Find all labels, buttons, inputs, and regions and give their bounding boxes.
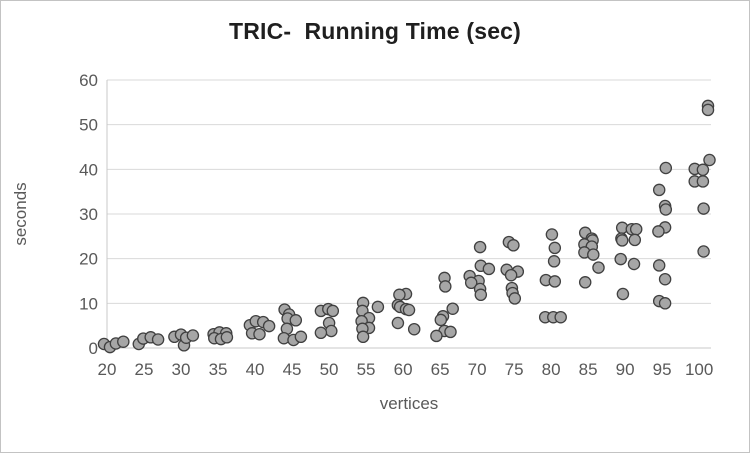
data-point [628,233,642,247]
data-point [652,183,666,197]
data-point [504,268,518,282]
data-point [697,245,710,258]
data-point [262,319,276,333]
data-point [592,261,605,274]
data-point [325,324,338,338]
x-tick-label-20: 20 [98,360,117,379]
data-point [652,225,665,238]
data-point [464,276,478,290]
data-point [548,241,562,255]
data-point [356,330,370,344]
data-point [696,163,710,177]
data-point [658,297,672,310]
data-point [548,275,562,288]
x-tick-label-85: 85 [579,360,598,379]
x-tick-label-50: 50 [320,360,339,379]
data-point [434,313,448,327]
x-axis-title: vertices [380,394,439,413]
data-point [659,161,673,175]
data-point [473,240,487,254]
data-point [554,310,567,324]
x-tick-label-65: 65 [431,360,450,379]
y-tick-label-60: 60 [79,71,98,90]
data-point [393,288,406,302]
data-point [446,302,459,315]
data-point [616,287,630,301]
data-point [659,203,673,216]
data-point [402,303,416,317]
data-point [614,252,627,266]
data-point [482,262,496,276]
data-point [439,280,452,293]
x-tick-label-55: 55 [357,360,376,379]
y-tick-label-20: 20 [79,250,98,269]
x-tick-label-35: 35 [209,360,228,379]
data-point [151,333,165,346]
data-point [186,329,200,342]
x-tick-label-80: 80 [542,360,561,379]
data-point [117,335,130,348]
data-point [391,316,405,330]
data-point [444,325,457,339]
data-point [326,304,340,318]
y-tick-label-40: 40 [79,160,98,179]
data-point [294,330,308,344]
data-point [289,314,303,327]
y-axis-title: seconds [11,182,30,245]
data-point [658,272,672,286]
y-tick-label-0: 0 [89,339,98,358]
data-point [508,292,522,305]
x-tick-label-25: 25 [135,360,154,379]
x-tick-label-45: 45 [283,360,302,379]
data-point [627,257,641,271]
data-point [652,259,666,272]
x-tick-label-95: 95 [653,360,672,379]
data-point [587,248,600,261]
x-tick-label-40: 40 [246,360,265,379]
data-point [615,234,629,247]
data-point [507,239,520,252]
chart-title: TRIC- Running Time (sec) [228,18,522,44]
data-point [220,331,234,344]
y-tick-label-50: 50 [79,116,98,135]
x-tick-label-75: 75 [505,360,524,379]
data-point [629,222,643,236]
data-point [697,202,710,215]
x-tick-label-30: 30 [172,360,191,379]
data-point [430,329,443,343]
data-point [578,276,592,289]
data-point [253,327,266,341]
data-point [696,175,710,188]
data-point [701,103,715,117]
x-tick-label-60: 60 [394,360,413,379]
data-point [547,255,561,268]
data-point [545,228,559,241]
x-tick-label-100: 100 [685,360,713,379]
y-tick-label-30: 30 [79,205,98,224]
y-tick-label-10: 10 [79,294,98,313]
data-point [371,300,385,314]
data-point [407,322,421,336]
x-tick-label-70: 70 [468,360,487,379]
data-point [474,288,488,302]
data-point [703,153,716,167]
x-tick-label-90: 90 [616,360,635,379]
data-point [314,326,328,340]
